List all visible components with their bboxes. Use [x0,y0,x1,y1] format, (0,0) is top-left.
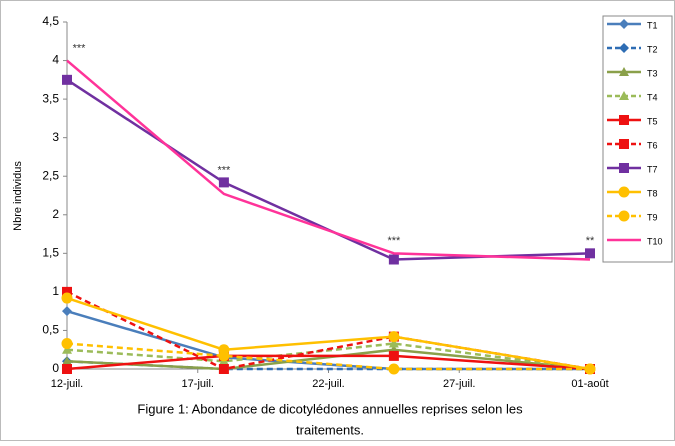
data-point [62,364,72,374]
y-tick-label: 2 [52,207,59,221]
y-tick-label: 3,5 [42,91,59,105]
data-point [218,364,229,374]
legend: T1 T2 T3 T4 T5 T6 T7 T8 T9 T10 [607,19,663,246]
legend-label: T2 [647,44,658,54]
legend-marker [618,186,630,198]
data-point [388,338,399,348]
data-point [61,338,73,350]
legend-label: T10 [647,236,663,246]
data-point [584,363,596,375]
data-point [62,286,72,297]
legend-marker [619,91,629,100]
data-point [585,248,595,259]
y-tick-label: 1 [52,284,59,298]
data-point [388,350,399,361]
x-tick-label: 22-juil. [312,378,344,390]
data-point [388,331,400,343]
data-point [61,292,73,304]
legend-label: T6 [647,140,658,150]
y-tick-label: 4 [52,53,59,67]
y-tick-label: 1,5 [42,246,59,260]
legend-marker [619,67,629,76]
y-tick-label: 0,5 [42,323,59,337]
legend-marker [619,139,629,149]
legend-label: T7 [647,164,658,174]
data-point [62,356,72,366]
data-point [388,363,400,375]
y-tick-label: 3 [52,130,59,144]
legend-label: T4 [647,92,658,102]
series-line [66,342,590,371]
y-tick-label: 2,5 [42,168,59,182]
x-tick-label: 12-juil. [51,378,83,390]
caption: Figure 1: Abondance de dicotylédones ann… [137,401,523,416]
legend-marker [619,19,629,29]
annotation: ** [586,235,595,247]
annotation: *** [217,164,231,176]
x-tick-label: 01-août [571,378,608,390]
series-line [66,354,591,371]
y-axis-label: Nbre individus [12,161,24,231]
data-point [62,306,72,317]
series-line [66,296,591,371]
caption: traitements. [296,422,364,437]
legend-label: T3 [647,68,658,78]
data-point [218,177,229,188]
annotation: *** [387,235,401,247]
data-point [218,350,230,362]
x-tick-label: 17-juil. [182,378,214,390]
legend-label: T1 [647,20,658,30]
data-point [62,74,72,85]
legend-marker [619,115,629,125]
legend-marker [619,163,629,173]
x-tick-label: 27-juil. [443,378,475,390]
data-point [388,254,399,265]
legend-label: T8 [647,188,658,198]
legend-label: T9 [647,212,658,222]
annotation: *** [73,42,87,54]
legend-label: T5 [647,116,658,126]
legend-marker [618,210,630,222]
y-tick-label: 0 [52,361,59,375]
data-point [62,344,72,354]
legend-box [602,15,673,263]
legend-marker [619,43,629,53]
series-line [66,290,591,371]
y-tick-label: 4,5 [42,14,59,28]
series-line [66,348,591,371]
series-line [66,59,591,261]
